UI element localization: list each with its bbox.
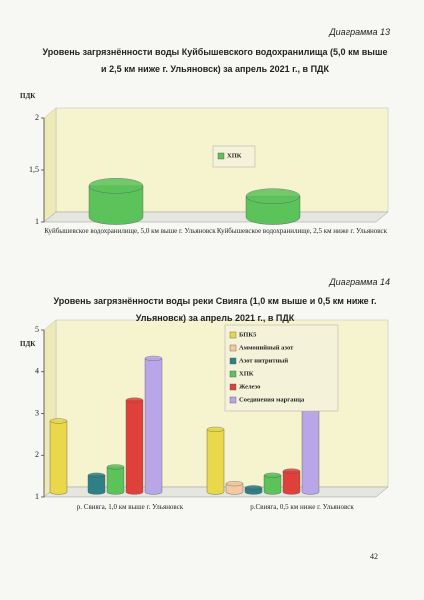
- bar-top: [206, 426, 225, 432]
- legend-label: Азот нитритный: [239, 357, 288, 364]
- legend-box: [224, 324, 339, 412]
- bar: [263, 475, 282, 495]
- y-tick-label: 1: [35, 492, 39, 501]
- bar-top: [49, 418, 68, 424]
- legend-label: ХПК: [227, 152, 242, 159]
- y-axis-label: ПДК: [20, 92, 36, 100]
- bar: [206, 429, 225, 495]
- x-tick-label: Куйбышевское водохранилище, 2,5 км ниже …: [216, 227, 388, 235]
- legend-swatch: [217, 152, 225, 160]
- chart-label: Диаграмма 14: [329, 277, 390, 287]
- y-axis-label: ПДК: [20, 340, 36, 348]
- y-tick-label: 1: [35, 217, 39, 226]
- side-wall: [43, 107, 57, 223]
- legend-box: [212, 145, 256, 168]
- bar-top: [263, 472, 282, 478]
- y-tick-label: 2: [35, 450, 39, 459]
- chart-title: Уровень загрязнённости воды реки Свияга …: [53, 296, 377, 323]
- y-tick-label: 3: [35, 408, 39, 417]
- legend-label: Соединения марганца: [239, 396, 305, 403]
- x-tick-label: р.Свияга, 0,5 км ниже г. Ульяновск: [250, 503, 354, 511]
- bar: [125, 399, 144, 495]
- legend-swatch: [229, 396, 237, 404]
- bar: [245, 196, 301, 225]
- legend-label: БПК5: [239, 331, 257, 338]
- chart-title: Уровень загрязнённости воды Куйбышевског…: [42, 47, 388, 74]
- bar: [87, 475, 106, 495]
- bar-top: [106, 464, 125, 470]
- y-tick-label: 5: [35, 325, 39, 334]
- legend-label: Аммонийный азот: [239, 344, 294, 351]
- bar-top: [244, 485, 263, 491]
- bar-top: [245, 188, 301, 204]
- chart-label: Диаграмма 13: [329, 27, 390, 37]
- page-number: 42: [370, 552, 378, 561]
- legend-label: ХПК: [239, 370, 254, 377]
- bar-top: [88, 178, 144, 194]
- y-tick-label: 4: [35, 367, 39, 376]
- x-tick-label: р. Свияга, 1,0 км выше г. Ульяновск: [76, 503, 184, 511]
- bar-top: [144, 355, 163, 361]
- bar-top: [225, 481, 244, 487]
- legend-swatch: [229, 331, 237, 339]
- legend-swatch: [229, 357, 237, 365]
- y-tick-label: 1,5: [29, 165, 39, 174]
- legend-swatch: [229, 344, 237, 352]
- legend-swatch: [229, 370, 237, 378]
- bar-top: [282, 468, 301, 474]
- legend-label: Железо: [239, 383, 260, 390]
- x-tick-label: Куйбышевское водохранилище, 5,0 км выше …: [44, 227, 216, 235]
- bar: [49, 420, 68, 495]
- bar-top: [87, 472, 106, 478]
- bar-top: [125, 397, 144, 403]
- y-tick-label: 2: [35, 113, 39, 122]
- bar: [88, 185, 144, 225]
- bar: [144, 358, 163, 495]
- bar: [282, 470, 301, 495]
- bar: [106, 466, 125, 495]
- bar: [225, 483, 244, 495]
- legend-swatch: [229, 383, 237, 391]
